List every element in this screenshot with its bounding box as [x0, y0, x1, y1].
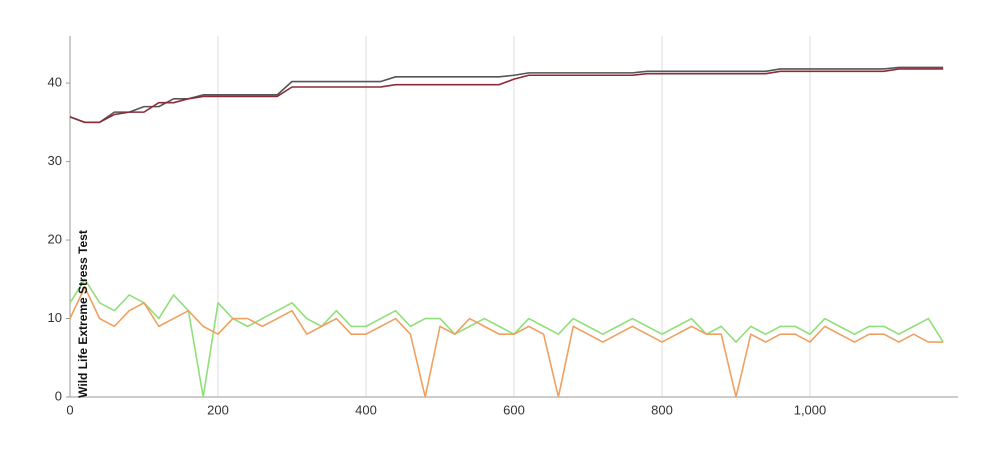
- x-tick-label: 200: [207, 402, 229, 417]
- x-tick-label: 0: [66, 402, 73, 417]
- line-series: [69, 286, 944, 398]
- y-tick-label: 0: [55, 388, 62, 403]
- line-series: [69, 278, 944, 398]
- y-tick-label: 20: [48, 231, 62, 246]
- y-tick-label: 40: [48, 75, 62, 90]
- x-tick-label: 1,000: [794, 402, 827, 417]
- x-tick-label: 400: [355, 402, 377, 417]
- line-series: [69, 66, 944, 124]
- chart-title: Wild Life Extreme Stress Test: [76, 230, 90, 398]
- y-tick-label: 30: [48, 153, 62, 168]
- x-tick-label: 600: [503, 402, 525, 417]
- y-tick-label: 10: [48, 310, 62, 325]
- x-tick-label: 800: [651, 402, 673, 417]
- line-series: [69, 68, 944, 124]
